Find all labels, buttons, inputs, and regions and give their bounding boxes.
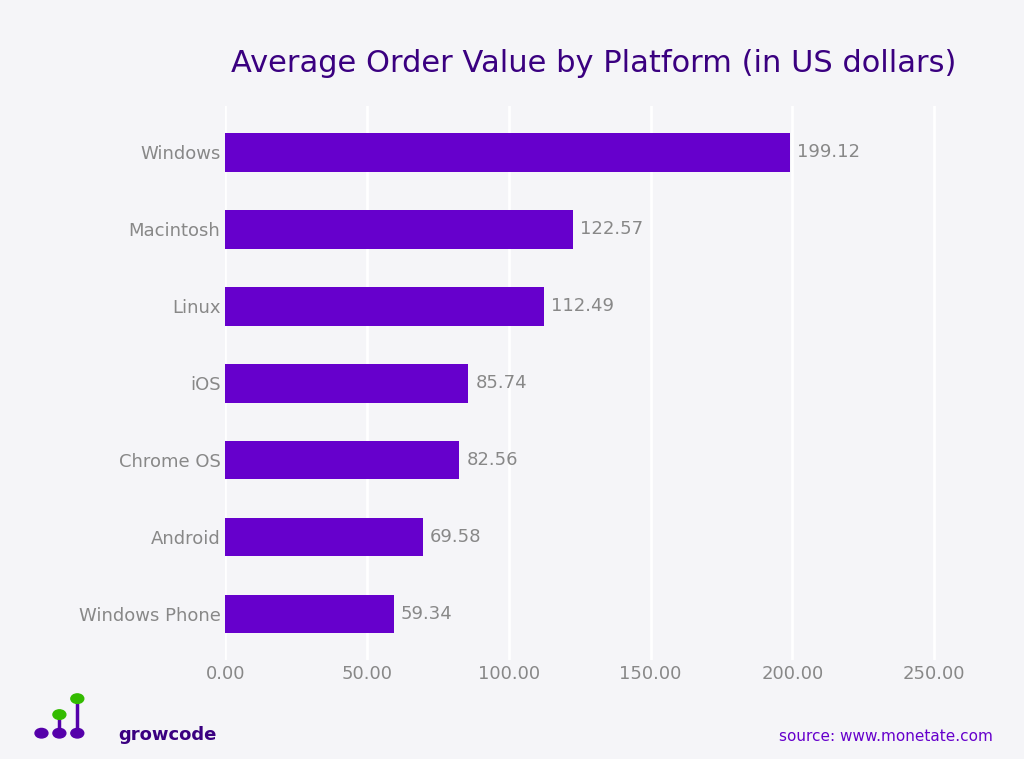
Bar: [225, 287, 545, 326]
Title: Average Order Value by Platform (in US dollars): Average Order Value by Platform (in US d…: [231, 49, 956, 77]
Text: source: www.monetate.com: source: www.monetate.com: [779, 729, 993, 744]
Text: 85.74: 85.74: [475, 374, 527, 392]
Text: 122.57: 122.57: [580, 220, 643, 238]
Circle shape: [35, 729, 48, 738]
Circle shape: [53, 710, 66, 720]
Text: 112.49: 112.49: [551, 298, 614, 315]
Circle shape: [71, 694, 84, 704]
Circle shape: [53, 729, 66, 738]
Text: 69.58: 69.58: [430, 528, 481, 546]
Bar: [225, 441, 460, 480]
Circle shape: [71, 729, 84, 738]
Bar: [225, 364, 468, 402]
Bar: [225, 133, 790, 172]
Text: 82.56: 82.56: [467, 452, 518, 469]
Text: 59.34: 59.34: [400, 605, 453, 623]
Bar: [225, 518, 423, 556]
Text: 199.12: 199.12: [797, 143, 860, 162]
Bar: [225, 595, 393, 634]
Bar: [225, 210, 572, 249]
Text: growcode: growcode: [118, 726, 216, 744]
